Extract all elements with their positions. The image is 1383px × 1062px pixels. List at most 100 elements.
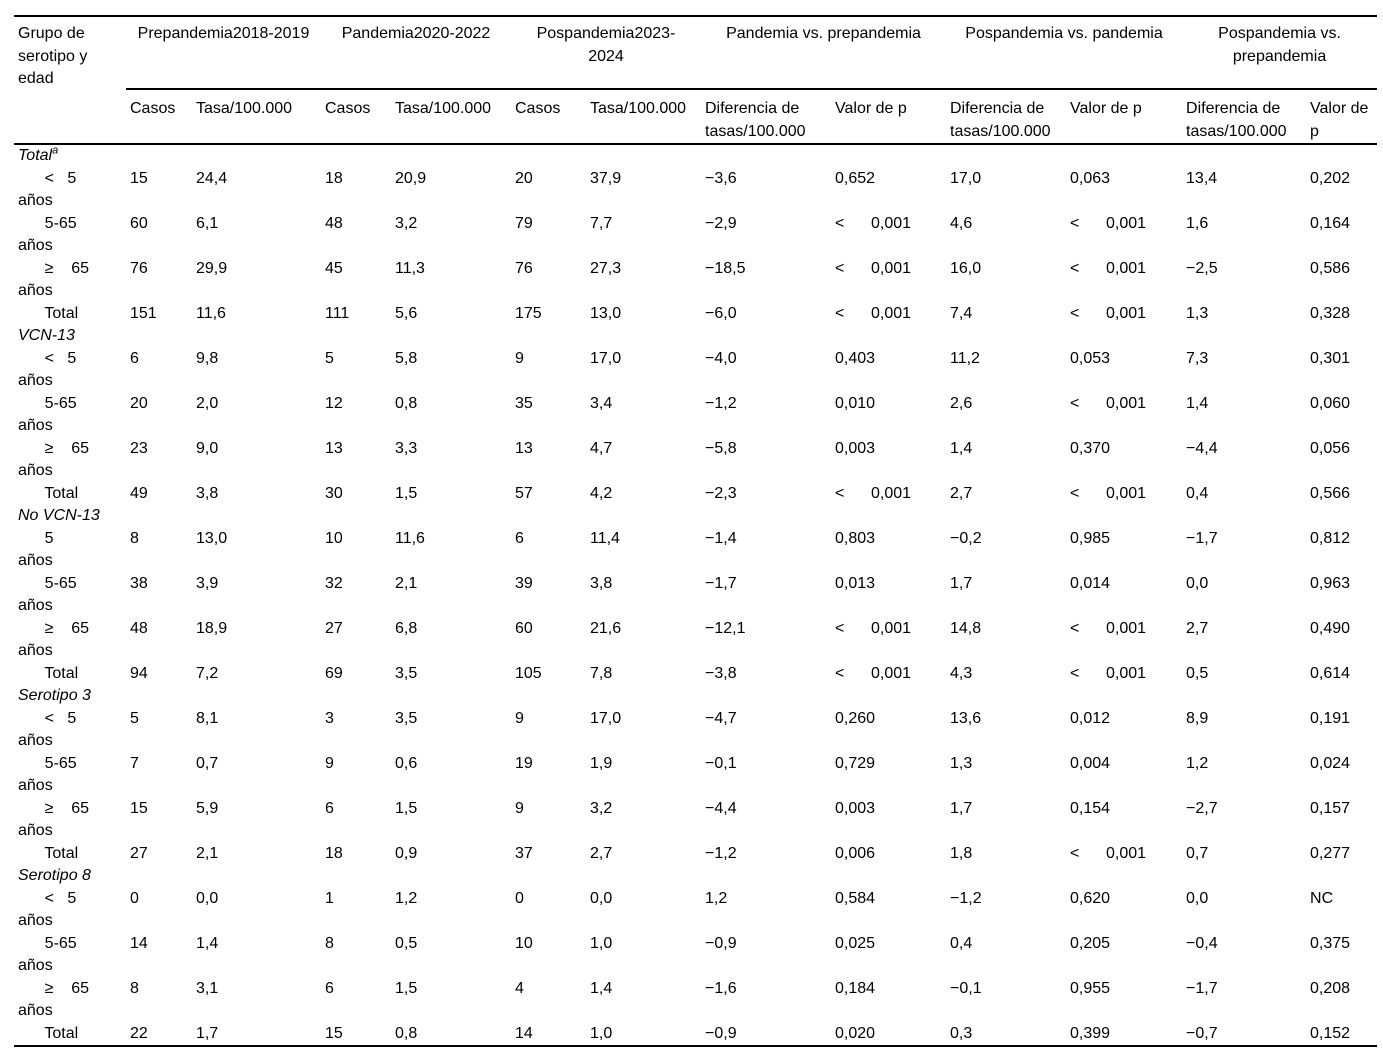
comparison-header-pospandemia-vs-prepandemia: Pospandemia vs. prepandemia xyxy=(1182,16,1378,90)
group-label: No VCN-13 xyxy=(18,507,100,524)
cell-casos-prepandemia: 15 xyxy=(130,169,148,187)
table-row: 5 años 8 13,0 10 11,6 6 11,4 −1,4 0,803 −0,2 0,985… xyxy=(14,528,1377,573)
row-label: 5-65 años xyxy=(18,754,77,795)
cell-valor-p-pos-vs-pan: 0,205 xyxy=(1070,934,1111,952)
period-header-row: Grupo de serotipo y edad Prepandemia2018… xyxy=(14,16,1378,145)
cell-valor-p-pos-vs-pan: 0,063 xyxy=(1070,169,1111,187)
cell-valor-p-pos-vs-pan: 0,370 xyxy=(1070,439,1111,457)
cell-tasa-prepandemia: 2,0 xyxy=(196,394,219,412)
period-header-pandemia: Pandemia2020-2022 xyxy=(321,16,511,90)
period-header-prepandemia: Prepandemia2018-2019 xyxy=(126,16,321,90)
table-row: Total 27 2,1 18 0,9 37 2,7 −1,2 0,006 1,8 < 0,001 0… xyxy=(14,843,1377,866)
table-row: Total 151 11,6 111 5,6 175 13,0 −6,0 < 0,001 7,4 <… xyxy=(14,303,1377,326)
subheader-casos-pospandemia: Casos xyxy=(511,89,586,145)
subheader-valor-p-pos-vs-pre: Valor de p xyxy=(1306,89,1378,145)
group-label: VCN-13 xyxy=(18,327,75,344)
cell-tasa-pospandemia: 1,4 xyxy=(590,979,613,997)
cell-valor-p-pos-vs-pan: < 0,001 xyxy=(1070,304,1147,322)
cell-casos-prepandemia: 94 xyxy=(130,664,148,682)
cell-casos-pospandemia: 9 xyxy=(515,799,524,817)
cell-tasa-pandemia: 11,3 xyxy=(395,259,425,277)
cell-valor-p-pan-vs-pre: 0,013 xyxy=(835,574,876,592)
cell-casos-pospandemia: 9 xyxy=(515,709,524,727)
cell-casos-pandemia: 1 xyxy=(325,889,334,907)
group-label: Serotipo 8 xyxy=(18,867,91,884)
cell-valor-p-pan-vs-pre: 0,729 xyxy=(835,754,876,772)
cell-valor-p-pan-vs-pre: 0,184 xyxy=(835,979,876,997)
cell-diferencia-pan-vs-pre: −6,0 xyxy=(705,304,737,322)
cell-valor-p-pos-vs-pre: 0,208 xyxy=(1310,979,1351,997)
cell-diferencia-pos-vs-pre: 2,7 xyxy=(1186,619,1209,637)
column-header-grupo-serotipo-edad: Grupo de serotipo y edad xyxy=(14,16,126,145)
cell-tasa-pospandemia: 37,9 xyxy=(590,169,622,187)
cell-tasa-pandemia: 1,2 xyxy=(395,889,418,907)
cell-diferencia-pos-vs-pre: −2,7 xyxy=(1186,799,1218,817)
table-row: 5-65 años 38 3,9 32 2,1 39 3,8 −1,7 0,013 1,7 0,01… xyxy=(14,573,1377,618)
table-row: ≥ 65 años 76 29,9 45 11,3 76 27,3 −18,5 < 0,001 1… xyxy=(14,258,1377,303)
cell-casos-pandemia: 45 xyxy=(325,259,343,277)
cell-tasa-pospandemia: 13,0 xyxy=(590,304,622,322)
cell-diferencia-pos-vs-pre: −1,7 xyxy=(1186,529,1218,547)
cell-tasa-pospandemia: 17,0 xyxy=(590,709,622,727)
cell-tasa-prepandemia: 9,8 xyxy=(196,349,219,367)
cell-diferencia-pos-vs-pre: 13,4 xyxy=(1186,169,1218,187)
cell-casos-pandemia: 5 xyxy=(325,349,334,367)
cell-valor-p-pan-vs-pre: 0,020 xyxy=(835,1024,876,1042)
group-header-row: Serotipo 8 xyxy=(14,865,1377,888)
cell-diferencia-pan-vs-pre: −1,4 xyxy=(705,529,737,547)
cell-diferencia-pos-vs-pan: 1,7 xyxy=(950,574,973,592)
cell-valor-p-pos-vs-pre: 0,056 xyxy=(1310,439,1351,457)
cell-diferencia-pos-vs-pre: 1,6 xyxy=(1186,214,1209,232)
cell-tasa-pospandemia: 7,7 xyxy=(590,214,613,232)
cell-casos-pandemia: 32 xyxy=(325,574,343,592)
cell-tasa-pospandemia: 4,7 xyxy=(590,439,613,457)
table-row: 5-65 años 14 1,4 8 0,5 10 1,0 −0,9 0,025 0,4 0,205… xyxy=(14,933,1377,978)
cell-casos-prepandemia: 6 xyxy=(130,349,139,367)
cell-valor-p-pos-vs-pan: < 0,001 xyxy=(1070,214,1147,232)
cell-diferencia-pan-vs-pre: −2,3 xyxy=(705,484,737,502)
cell-diferencia-pos-vs-pre: −2,5 xyxy=(1186,259,1218,277)
cell-diferencia-pos-vs-pre: −1,7 xyxy=(1186,979,1218,997)
cell-tasa-pospandemia: 2,7 xyxy=(590,844,613,862)
cell-casos-prepandemia: 20 xyxy=(130,394,148,412)
cell-casos-pospandemia: 6 xyxy=(515,529,524,547)
table-row: ≥ 65 años 8 3,1 6 1,5 4 1,4 −1,6 0,184 −0,1 0,955 −… xyxy=(14,978,1377,1023)
cell-casos-pospandemia: 14 xyxy=(515,1024,533,1042)
cell-diferencia-pos-vs-pre: 8,9 xyxy=(1186,709,1209,727)
cell-casos-prepandemia: 23 xyxy=(130,439,148,457)
cell-tasa-prepandemia: 9,0 xyxy=(196,439,219,457)
cell-diferencia-pos-vs-pan: −0,1 xyxy=(950,979,982,997)
cell-diferencia-pos-vs-pan: 0,3 xyxy=(950,1024,973,1042)
subheader-tasa-pospandemia: Tasa/100.000 xyxy=(586,89,701,145)
cell-diferencia-pos-vs-pan: 13,6 xyxy=(950,709,982,727)
cell-diferencia-pos-vs-pan: 17,0 xyxy=(950,169,982,187)
cell-valor-p-pos-vs-pre: 0,157 xyxy=(1310,799,1351,817)
comparison-header-pospandemia-vs-pandemia: Pospandemia vs. pandemia xyxy=(946,16,1183,90)
cell-valor-p-pan-vs-pre: < 0,001 xyxy=(835,664,912,682)
cell-casos-pospandemia: 0 xyxy=(515,889,524,907)
cell-diferencia-pan-vs-pre: −0,9 xyxy=(705,1024,737,1042)
cell-casos-pandemia: 10 xyxy=(325,529,343,547)
cell-casos-prepandemia: 14 xyxy=(130,934,148,952)
cell-casos-pospandemia: 57 xyxy=(515,484,533,502)
cell-diferencia-pan-vs-pre: −0,9 xyxy=(705,934,737,952)
cell-diferencia-pos-vs-pan: −0,2 xyxy=(950,529,982,547)
cell-tasa-prepandemia: 0,7 xyxy=(196,754,219,772)
row-label: 5-65 años xyxy=(18,574,77,615)
cell-casos-pospandemia: 13 xyxy=(515,439,533,457)
subheader-valor-p-pan-vs-pre: Valor de p xyxy=(831,89,946,145)
cell-casos-pandemia: 15 xyxy=(325,1024,343,1042)
cell-valor-p-pos-vs-pan: < 0,001 xyxy=(1070,619,1147,637)
row-label: Total xyxy=(18,844,79,862)
cell-tasa-pandemia: 0,5 xyxy=(395,934,418,952)
cell-casos-pandemia: 13 xyxy=(325,439,343,457)
cell-valor-p-pos-vs-pan: 0,620 xyxy=(1070,889,1111,907)
cell-diferencia-pan-vs-pre: −12,1 xyxy=(705,619,746,637)
cell-valor-p-pan-vs-pre: 0,584 xyxy=(835,889,876,907)
cell-casos-prepandemia: 151 xyxy=(130,304,157,322)
cell-tasa-pospandemia: 3,4 xyxy=(590,394,613,412)
cell-valor-p-pan-vs-pre: < 0,001 xyxy=(835,484,912,502)
cell-diferencia-pan-vs-pre: −5,8 xyxy=(705,439,737,457)
table-row: 5-65 años 60 6,1 48 3,2 79 7,7 −2,9 < 0,001 4,6 < … xyxy=(14,213,1377,258)
cell-valor-p-pan-vs-pre: < 0,001 xyxy=(835,214,912,232)
